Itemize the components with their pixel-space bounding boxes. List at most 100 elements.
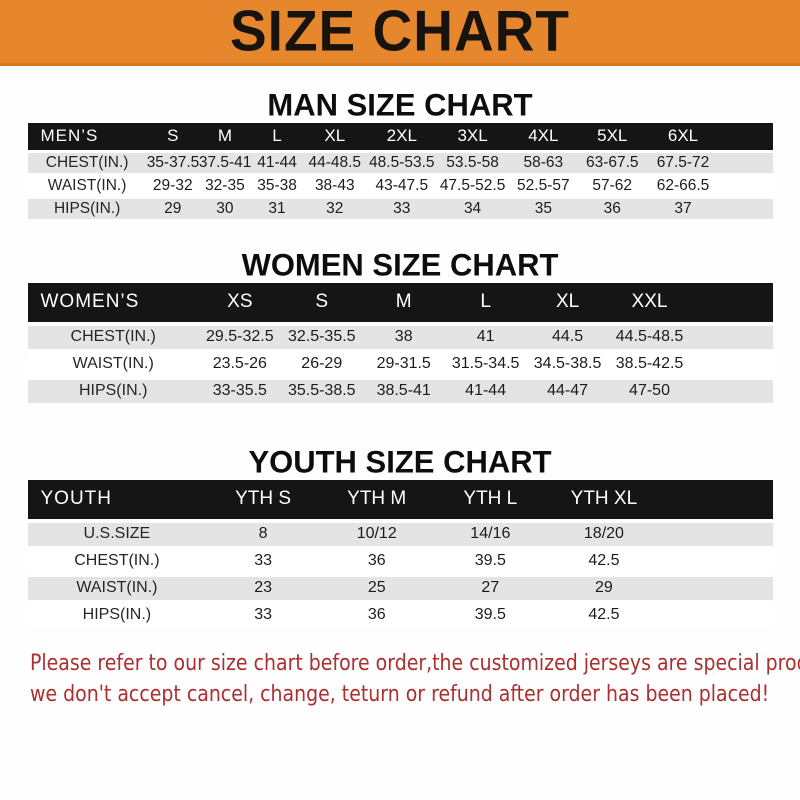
size-value: 32 — [303, 197, 367, 222]
size-value: 37.5-41 — [198, 151, 251, 176]
row-label: HIPS(IN.) — [27, 197, 147, 222]
size-value: 31.5-34.5 — [444, 350, 527, 380]
womens-corner-label: WOMEN’S — [27, 282, 199, 326]
size-value: 34 — [437, 197, 508, 222]
mens-col-header: 3XL — [437, 123, 508, 153]
womens-size-table: WOMEN’S XS S M L XL XXL CHEST(IN.) 29.5-… — [27, 282, 773, 407]
row-label: WAIST(IN.) — [27, 350, 199, 380]
banner: SIZE CHART — [0, 0, 800, 66]
row-label: CHEST(IN.) — [27, 151, 147, 176]
size-value: 38 — [362, 323, 445, 353]
youth-size-table: YOUTH YTH S YTH M YTH L YTH XL U.S.SIZE … — [27, 479, 773, 631]
youth-ussize-row: U.S.SIZE 8 10/12 14/16 18/20 — [27, 520, 773, 550]
youth-col-header: YTH L — [433, 479, 548, 523]
size-value: 48.5-53.5 — [366, 151, 438, 176]
youth-col-header: YTH XL — [547, 479, 661, 523]
youth-waist-row: WAIST(IN.) 23 25 27 29 — [27, 574, 773, 604]
women-section-heading: WOMEN SIZE CHART — [241, 245, 559, 283]
header-filler — [720, 123, 773, 153]
size-value: 44.5 — [526, 323, 609, 353]
mens-chest-row: CHEST(IN.) 35-37.5 37.5-41 41-44 44-48.5… — [27, 151, 773, 176]
size-value: 35 — [507, 197, 579, 222]
row-label: WAIST(IN.) — [27, 574, 207, 604]
size-value: 30 — [198, 197, 251, 222]
filler-cell — [720, 197, 773, 222]
size-value: 39.5 — [433, 547, 548, 577]
size-value: 33 — [366, 197, 438, 222]
size-value: 41-44 — [444, 377, 527, 407]
size-value: 37 — [645, 197, 721, 222]
size-value: 33 — [206, 601, 320, 631]
size-value: 35.5-38.5 — [280, 377, 363, 407]
mens-col-header: XL — [303, 123, 367, 153]
youth-col-header: YTH M — [319, 479, 434, 523]
row-label: WAIST(IN.) — [27, 174, 147, 199]
youth-corner-label: YOUTH — [27, 479, 207, 523]
mens-col-header: 6XL — [645, 123, 721, 153]
size-value: 32-35 — [198, 174, 251, 199]
size-value: 53.5-58 — [437, 151, 508, 176]
womens-col-header: S — [280, 282, 363, 326]
header-filler — [660, 479, 773, 523]
size-value: 34.5-38.5 — [526, 350, 609, 380]
size-value: 27 — [433, 574, 548, 604]
size-value: 36 — [319, 547, 434, 577]
size-value: 63-67.5 — [578, 151, 646, 176]
size-value: 8 — [206, 520, 320, 550]
size-value: 52.5-57 — [507, 174, 579, 199]
size-value: 29 — [146, 197, 199, 222]
filler-cell — [690, 323, 773, 353]
mens-col-header: M — [198, 123, 251, 153]
size-value: 14/16 — [433, 520, 548, 550]
size-value: 25 — [319, 574, 434, 604]
filler-cell — [690, 350, 773, 380]
size-value: 36 — [319, 601, 434, 631]
row-label: HIPS(IN.) — [27, 601, 207, 631]
mens-col-header: 5XL — [578, 123, 646, 153]
size-value: 29.5-32.5 — [198, 323, 281, 353]
row-label: CHEST(IN.) — [27, 547, 207, 577]
size-value: 26-29 — [280, 350, 363, 380]
size-value: 39.5 — [433, 601, 548, 631]
womens-waist-row: WAIST(IN.) 23.5-26 26-29 29-31.5 31.5-34… — [27, 350, 773, 380]
size-value: 44-47 — [526, 377, 609, 407]
size-value: 36 — [578, 197, 646, 222]
youth-section-heading: YOUTH SIZE CHART — [248, 442, 552, 480]
size-value: 35-37.5 — [146, 151, 199, 176]
size-value: 29-31.5 — [362, 350, 445, 380]
size-value: 42.5 — [547, 601, 661, 631]
filler-cell — [660, 601, 773, 631]
size-value: 35-38 — [250, 174, 304, 199]
mens-corner-label: MEN’S — [27, 123, 147, 153]
row-label: CHEST(IN.) — [27, 323, 199, 353]
size-value: 62-66.5 — [645, 174, 721, 199]
size-value: 44.5-48.5 — [608, 323, 691, 353]
size-value: 43-47.5 — [366, 174, 438, 199]
size-value: 44-48.5 — [303, 151, 367, 176]
disclaimer: Please refer to our size chart before or… — [30, 648, 800, 710]
mens-size-table: MEN’S S M L XL 2XL 3XL 4XL 5XL 6XL CHEST… — [27, 123, 773, 222]
youth-hips-row: HIPS(IN.) 33 36 39.5 42.5 — [27, 601, 773, 631]
mens-header-row: MEN’S S M L XL 2XL 3XL 4XL 5XL 6XL — [27, 123, 773, 153]
filler-cell — [690, 377, 773, 407]
size-value: 57-62 — [578, 174, 646, 199]
mens-col-header: S — [146, 123, 199, 153]
filler-cell — [660, 547, 773, 577]
mens-hips-row: HIPS(IN.) 29 30 31 32 33 34 35 36 37 — [27, 197, 773, 222]
youth-chest-row: CHEST(IN.) 33 36 39.5 42.5 — [27, 547, 773, 577]
filler-cell — [720, 151, 773, 176]
size-value: 42.5 — [547, 547, 661, 577]
size-value: 58-63 — [507, 151, 579, 176]
filler-cell — [660, 520, 773, 550]
size-value: 33 — [206, 547, 320, 577]
womens-header-row: WOMEN’S XS S M L XL XXL — [27, 282, 773, 326]
disclaimer-line-2: we don't accept cancel, change, teturn o… — [30, 681, 770, 707]
size-value: 47-50 — [608, 377, 691, 407]
mens-col-header: 4XL — [507, 123, 579, 153]
size-value: 23.5-26 — [198, 350, 281, 380]
header-filler — [690, 282, 773, 326]
size-value: 33-35.5 — [198, 377, 281, 407]
disclaimer-line-1: Please refer to our size chart before or… — [30, 650, 800, 676]
size-value: 29-32 — [146, 174, 199, 199]
